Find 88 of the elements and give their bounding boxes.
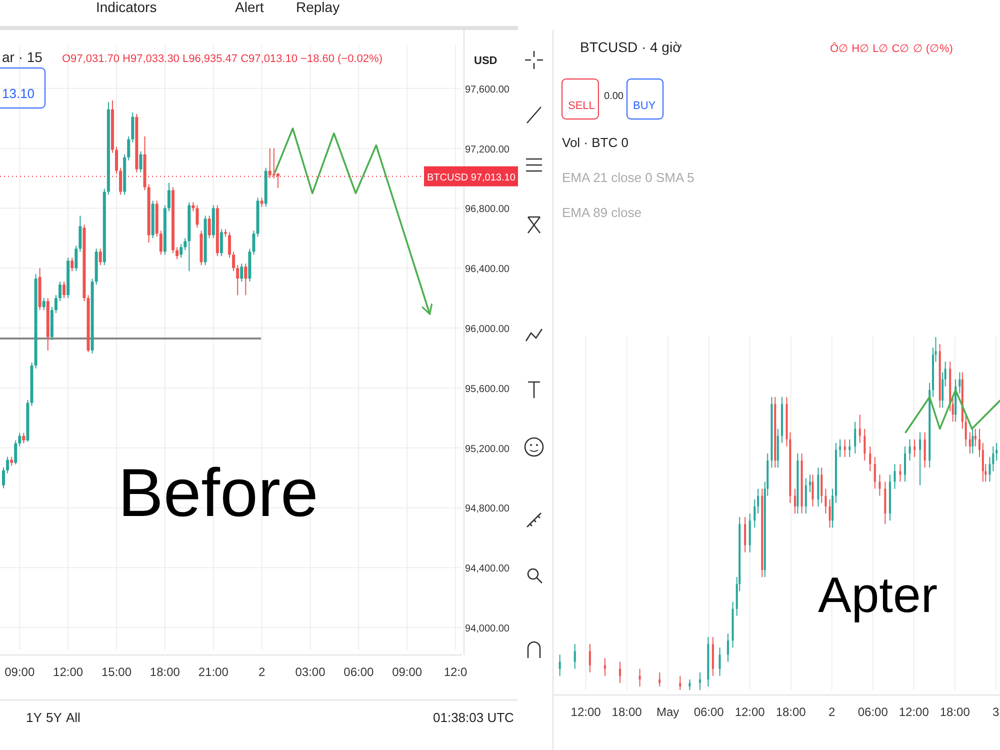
candlestick: [196, 204, 199, 228]
text: 5Y: [46, 710, 62, 725]
chart-subtitle: Ô∅ H∅ L∅ C∅ ∅ (∅%): [830, 42, 953, 55]
y-tick-label: 95,600.00: [465, 384, 510, 395]
text: 0.00: [604, 91, 624, 102]
candlestick: [54, 294, 58, 314]
chart-title: ar · 15: [2, 49, 43, 65]
x-tick-label: 12:00: [898, 705, 930, 719]
candlestick: [18, 432, 22, 447]
candlestick: [268, 148, 272, 179]
x-tick-label: 03:00: [295, 665, 326, 679]
text: Indicators: [96, 0, 157, 15]
x-tick-label: 12:00: [53, 665, 84, 679]
candlestick: [58, 281, 62, 302]
y-tick-label: 97,200.00: [465, 144, 510, 156]
x-tick-label: 06:00: [344, 665, 374, 679]
candlestick: [70, 257, 74, 272]
candlestick: [167, 182, 170, 212]
text: Replay: [296, 0, 340, 15]
candlestick: [98, 248, 102, 266]
text: 01:38:03 UTC: [433, 710, 514, 725]
text: USD: [474, 55, 498, 67]
x-tick-label: 06:00: [858, 705, 888, 719]
candlestick: [184, 238, 187, 251]
text: SELL: [568, 100, 595, 112]
x-tick-label: 3: [992, 705, 1000, 719]
y-tick-label: 96,000.00: [465, 324, 510, 336]
candlestick: [127, 136, 130, 161]
y-tick-label: 94,000.00: [465, 624, 510, 635]
text: All: [66, 710, 81, 725]
y-tick-label: 96,800.00: [465, 204, 510, 216]
candlestick: [272, 148, 276, 179]
candlestick: [228, 232, 232, 258]
candlestick: [6, 456, 10, 474]
candlestick: [240, 263, 244, 282]
candlestick: [276, 172, 280, 188]
candlestick: [42, 298, 46, 311]
x-tick-label: 2: [828, 705, 836, 719]
chart-title: BTCUSD · 4 giờ: [580, 39, 682, 55]
x-tick-label: 06:00: [694, 705, 724, 719]
x-tick-label: 15:00: [101, 665, 132, 679]
text: 1Y: [26, 710, 42, 725]
y-tick-label: 96,400.00: [465, 264, 510, 276]
candlestick: [78, 215, 82, 252]
x-tick-label: 09:00: [4, 665, 35, 679]
text: Vol · BTC 0: [562, 135, 628, 150]
x-tick-label: 12:00: [734, 705, 766, 719]
y-tick-label: 94,400.00: [465, 564, 510, 575]
candlestick: [220, 228, 223, 257]
x-tick-label: May: [656, 705, 680, 719]
x-tick-label: 18:00: [940, 705, 970, 719]
text: Alert: [235, 0, 264, 15]
x-tick-label: 09:00: [392, 665, 422, 679]
y-tick-label: 97,600.00: [465, 84, 510, 96]
candlestick: [252, 230, 256, 256]
candlestick: [119, 167, 122, 196]
candlestick: [131, 112, 134, 143]
x-tick-label: 12:0: [444, 665, 468, 679]
annotation: Apter: [818, 567, 938, 623]
ref-line-label: BTCUSD 97,013.10: [427, 172, 516, 184]
candlestick: [159, 230, 162, 256]
x-tick-label: 18:00: [150, 665, 180, 679]
x-tick-label: 18:00: [612, 705, 642, 719]
candlestick: [62, 281, 66, 299]
x-tick-label: 18:00: [776, 705, 806, 719]
candlestick: [244, 263, 248, 296]
candlestick: [236, 264, 240, 296]
candlestick: [74, 245, 78, 272]
text: EMA 21 close 0 SMA 5: [562, 170, 694, 185]
x-tick-label: 21:00: [198, 665, 229, 679]
y-tick-label: 94,800.00: [465, 504, 510, 515]
candlestick: [208, 215, 211, 239]
candlestick: [2, 466, 5, 489]
candlestick: [115, 146, 118, 174]
candlestick: [180, 244, 183, 258]
annotation: Before: [118, 455, 318, 531]
candlestick: [139, 150, 142, 173]
annotation: 13.10: [2, 86, 35, 101]
x-tick-label: 12:00: [570, 705, 602, 719]
x-tick-label: 2: [258, 665, 266, 679]
candlestick: [14, 440, 18, 465]
candlestick: [232, 251, 236, 272]
candlestick: [176, 246, 179, 260]
candlestick: [22, 432, 26, 444]
text: EMA 89 close: [562, 205, 642, 220]
text: BUY: [633, 100, 656, 112]
text: O97,031.70 H97,033.30 L96,935.47 C97,013.10 −18.60 (−0.02%): [62, 53, 382, 65]
y-tick-label: 95,200.00: [465, 444, 510, 455]
